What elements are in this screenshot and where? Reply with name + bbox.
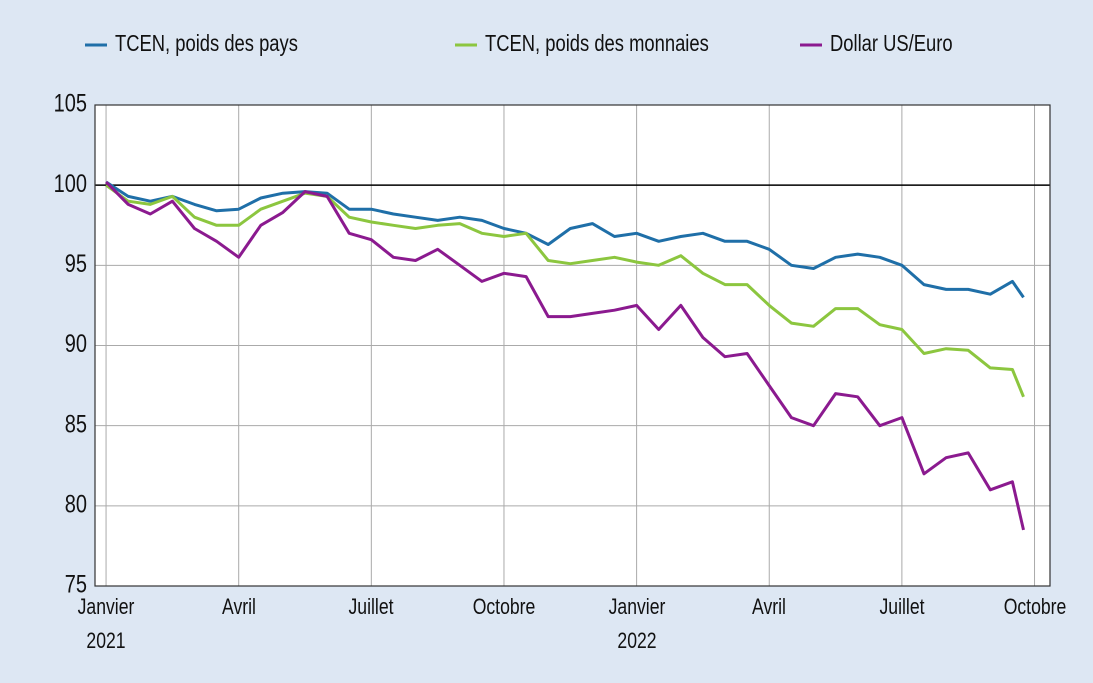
x-tick-label: Octobre <box>1003 594 1066 619</box>
series-line <box>105 180 1025 531</box>
x-tick-label: Octobre <box>472 594 536 619</box>
y-tick-label: 95 <box>65 250 87 278</box>
series-line <box>105 180 1025 299</box>
plot-border <box>94 104 1051 587</box>
y-tick-label: 100 <box>54 170 87 198</box>
x-tick-label: Juillet <box>348 594 394 619</box>
x-tick-label: Juillet <box>879 594 925 619</box>
legend-label: TCEN, poids des monnaies <box>485 31 709 56</box>
y-tick-label: 80 <box>65 490 87 518</box>
legend-label: TCEN, poids des pays <box>115 31 298 56</box>
x-tick-label: Janvier 2021 <box>77 594 135 653</box>
x-tick-label: Janvier 2022 <box>608 594 665 653</box>
y-tick-label: 85 <box>65 410 87 438</box>
legend-label: Dollar US/Euro <box>830 31 953 56</box>
y-tick-label: 90 <box>65 330 87 358</box>
x-tick-label: Avril <box>221 594 256 619</box>
x-tick-label: Avril <box>752 594 787 619</box>
series-line <box>105 183 1025 398</box>
y-tick-label: 75 <box>65 571 87 599</box>
y-tick-label: 105 <box>54 90 87 118</box>
